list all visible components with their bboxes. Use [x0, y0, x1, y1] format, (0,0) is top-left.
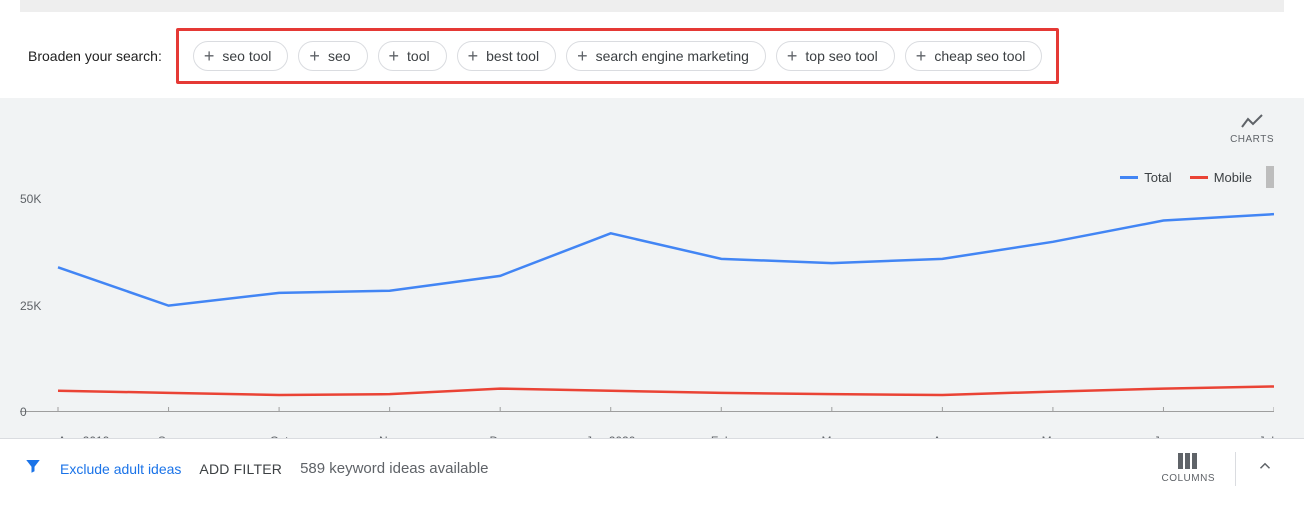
broaden-chip[interactable]: + top seo tool [776, 41, 895, 71]
columns-button[interactable]: COLUMNS [1161, 453, 1215, 484]
chip-label: tool [407, 48, 430, 64]
broaden-chip[interactable]: + seo tool [193, 41, 289, 71]
footer-bar: Exclude adult ideas ADD FILTER 589 keywo… [0, 438, 1304, 498]
y-axis-tick-label: 0 [20, 405, 27, 419]
broaden-chip[interactable]: + tool [378, 41, 447, 71]
broaden-search-row: Broaden your search: +seo tool+seo+tool+… [0, 20, 1304, 92]
broaden-chip[interactable]: + seo [298, 41, 367, 71]
keyword-ideas-count: 589 keyword ideas available [300, 460, 488, 477]
chevron-up-icon [1256, 457, 1274, 475]
chip-label: seo [328, 48, 351, 64]
broaden-chip[interactable]: + cheap seo tool [905, 41, 1043, 71]
filter-icon[interactable] [24, 457, 42, 480]
plus-icon: + [787, 49, 798, 63]
chart-plot-area: 025K50K [20, 178, 1274, 412]
plus-icon: + [577, 49, 588, 63]
plus-icon: + [468, 49, 479, 63]
broaden-label: Broaden your search: [28, 48, 162, 64]
chip-label: cheap seo tool [934, 48, 1025, 64]
charts-button-label: CHARTS [1230, 134, 1274, 145]
plus-icon: + [309, 49, 320, 63]
chip-label: best tool [486, 48, 539, 64]
vertical-divider [1235, 452, 1236, 486]
y-axis-tick-label: 25K [20, 299, 41, 313]
chip-label: top seo tool [805, 48, 877, 64]
columns-icon [1178, 453, 1198, 469]
chart-panel: CHARTS TotalMobile 025K50K Aug 2019SepOc… [0, 98, 1304, 438]
exclude-adult-ideas-link[interactable]: Exclude adult ideas [60, 461, 181, 477]
broaden-chips-group: + seo tool + seo + tool + best tool + search engi… [176, 28, 1060, 84]
chip-label: seo tool [222, 48, 271, 64]
add-filter-button[interactable]: ADD FILTER [199, 461, 282, 477]
plus-icon: + [389, 49, 400, 63]
columns-label: COLUMNS [1161, 473, 1215, 484]
plus-icon: + [204, 49, 215, 63]
expand-collapse-button[interactable] [1256, 457, 1274, 480]
top-placeholder-bar [20, 0, 1284, 12]
line-chart-icon [1241, 114, 1263, 130]
broaden-chip[interactable]: + best tool [457, 41, 556, 71]
chart-svg [20, 178, 1274, 412]
y-axis-tick-label: 50K [20, 192, 41, 206]
plus-icon: + [916, 49, 927, 63]
chip-label: search engine marketing [596, 48, 749, 64]
charts-toggle-button[interactable]: CHARTS [1230, 114, 1274, 145]
broaden-chip[interactable]: + search engine marketing [566, 41, 766, 71]
